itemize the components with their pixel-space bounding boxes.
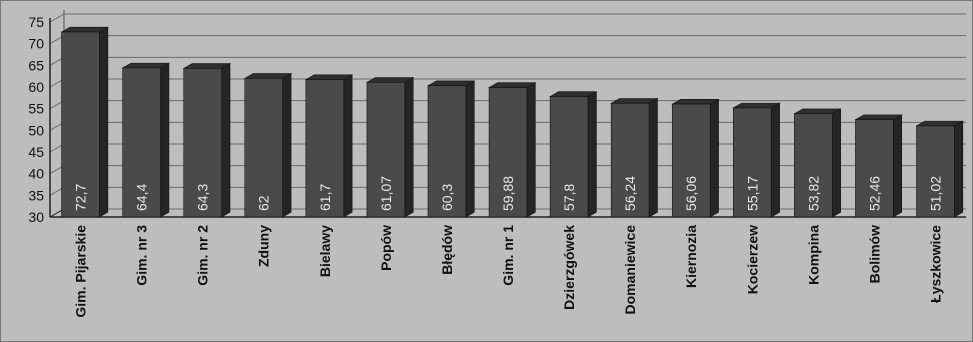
- x-category-label: Bolimów: [866, 225, 882, 283]
- data-label: 61,7: [317, 184, 333, 211]
- bar: [733, 107, 772, 218]
- data-label: 57,8: [561, 184, 577, 211]
- x-category-label: Domaniewice: [622, 225, 638, 315]
- bar: [916, 125, 955, 218]
- x-category-label: Popów: [378, 225, 394, 271]
- x-category-label: Kocierzew: [744, 225, 760, 294]
- x-category-label: Gim. nr 1: [500, 225, 516, 286]
- y-tick-label: 70: [28, 36, 44, 52]
- bar: [244, 78, 283, 218]
- data-label: 51,02: [927, 176, 943, 211]
- bar-side: [282, 73, 292, 218]
- x-category-label: Łyszkowice: [927, 225, 943, 303]
- bar: [671, 103, 711, 218]
- bar-top: [121, 62, 171, 69]
- bar-side: [648, 97, 658, 218]
- data-label: 72,7: [73, 184, 89, 211]
- x-category-label: Gim. Pijarskie: [73, 225, 89, 318]
- bar: [427, 85, 467, 218]
- x-category-label: Kiernozia: [683, 225, 699, 288]
- bar-top: [365, 77, 415, 83]
- y-tick-label: 35: [28, 187, 44, 203]
- data-label: 60,3: [439, 184, 455, 211]
- x-category-label: Gim. nr 2: [195, 225, 211, 286]
- x-category-label: Bielawy: [317, 225, 333, 277]
- bar: [183, 68, 222, 218]
- bar-top: [182, 63, 232, 69]
- y-tick-label: 40: [28, 166, 44, 182]
- bar-side: [343, 74, 353, 218]
- bar-top: [243, 73, 293, 79]
- x-category-label: Dzierzgówek: [561, 225, 577, 310]
- bar-top: [732, 102, 781, 109]
- x-category-label: Gim. nr 3: [134, 225, 150, 286]
- data-label: 56,06: [683, 176, 699, 211]
- y-tick-label: 75: [28, 14, 44, 30]
- x-category-label: Zduny: [256, 225, 272, 267]
- data-label: 52,46: [866, 176, 882, 211]
- bar: [366, 82, 406, 218]
- data-label: 62: [256, 195, 272, 211]
- data-label: 53,82: [805, 176, 821, 211]
- bar-side: [587, 91, 597, 218]
- bar-side: [404, 77, 414, 218]
- bar-side: [709, 98, 719, 218]
- bar: [61, 31, 100, 218]
- bar: [122, 67, 161, 218]
- y-tick-label: 55: [28, 101, 44, 117]
- data-label: 64,4: [134, 184, 150, 211]
- y-tick-label: 65: [28, 57, 44, 73]
- y-tick-label: 50: [28, 122, 44, 138]
- bar-side: [221, 63, 231, 218]
- bar: [610, 102, 650, 218]
- y-tick-label: 30: [28, 209, 44, 225]
- bar-side: [893, 114, 903, 218]
- bar-top: [610, 98, 659, 104]
- bar: [305, 79, 345, 218]
- x-category-label: Błędów: [439, 225, 455, 275]
- gridline-depth: [49, 13, 65, 23]
- bar-top: [487, 82, 537, 88]
- bar-side: [160, 62, 170, 218]
- bar-side: [526, 82, 536, 218]
- x-category-label: Kompina: [805, 225, 821, 285]
- bar-top: [854, 114, 903, 120]
- bar: [488, 87, 528, 218]
- bar-top: [549, 91, 598, 97]
- data-label: 59,88: [500, 176, 516, 211]
- bar-top: [793, 108, 842, 115]
- bar: [794, 113, 833, 218]
- bar-side: [831, 108, 841, 218]
- bar-top: [304, 74, 354, 80]
- bar: [855, 119, 894, 218]
- bar-side: [770, 102, 780, 218]
- bar: [549, 96, 589, 218]
- y-tick-label: 60: [28, 79, 44, 95]
- data-label: 55,17: [744, 176, 760, 211]
- data-label: 56,24: [622, 176, 638, 211]
- data-label: 61,07: [378, 176, 394, 211]
- data-label: 64,3: [195, 184, 211, 211]
- bar-top: [60, 26, 109, 33]
- bar-top: [426, 80, 476, 86]
- bar-top: [671, 98, 720, 105]
- bar-side: [99, 26, 109, 218]
- bar-side: [954, 120, 964, 218]
- bar-side: [465, 80, 475, 218]
- y-tick-label: 45: [28, 144, 44, 160]
- bar-top: [915, 120, 964, 127]
